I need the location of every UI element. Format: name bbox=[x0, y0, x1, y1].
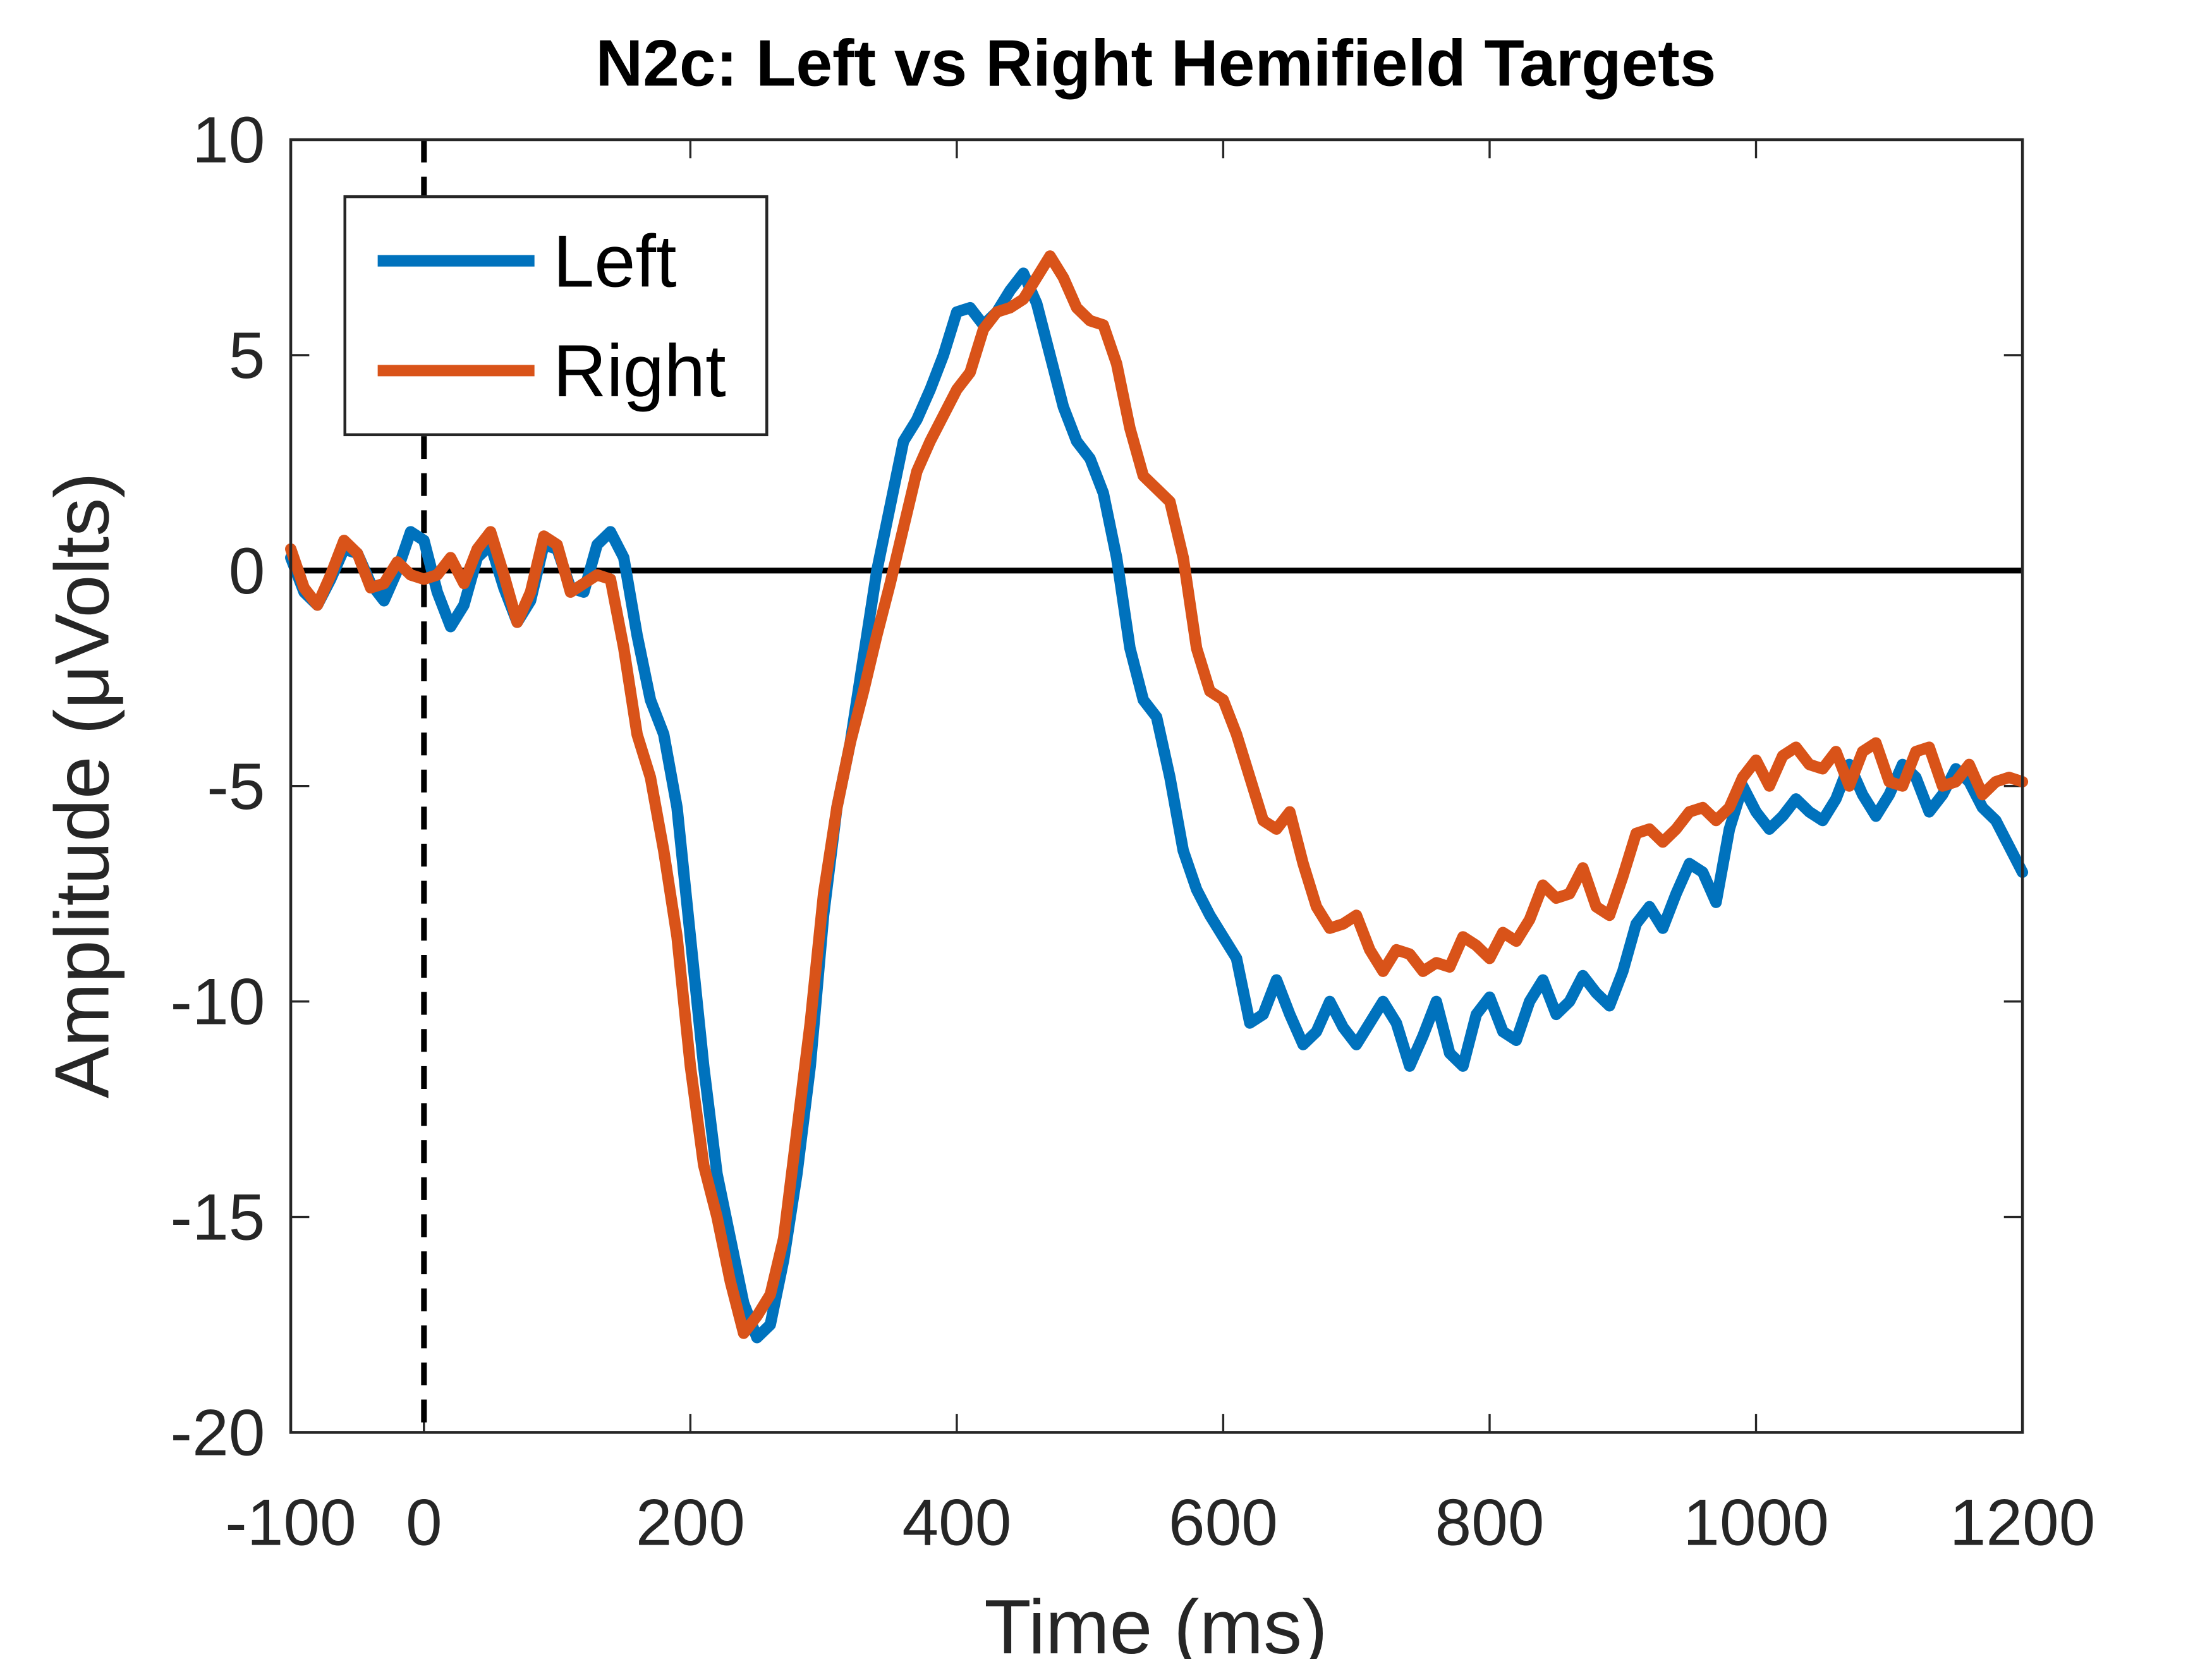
y-tick-label: 5 bbox=[229, 319, 265, 392]
legend-label: Left bbox=[553, 219, 677, 302]
x-tick-label: 0 bbox=[406, 1486, 442, 1559]
y-tick-label: 10 bbox=[192, 103, 265, 176]
legend-label: Right bbox=[553, 329, 726, 412]
x-tick-label: -100 bbox=[225, 1486, 356, 1559]
x-tick-label: 400 bbox=[902, 1486, 1011, 1559]
legend-box bbox=[343, 195, 769, 437]
series-line bbox=[285, 250, 2029, 1339]
y-tick-label: -10 bbox=[171, 965, 265, 1038]
x-tick-label: 1200 bbox=[1950, 1486, 2096, 1559]
y-tick-label: -15 bbox=[171, 1181, 265, 1254]
x-axis-label: Time (ms) bbox=[984, 1584, 1327, 1659]
x-tick-label: 800 bbox=[1435, 1486, 1544, 1559]
y-tick-label: 0 bbox=[229, 534, 265, 607]
chart-title: N2c: Left vs Right Hemifield Targets bbox=[595, 26, 1716, 99]
y-tick-label: -20 bbox=[171, 1396, 265, 1469]
x-tick-label: 1000 bbox=[1683, 1486, 1829, 1559]
x-tick-label: 600 bbox=[1169, 1486, 1278, 1559]
x-tick-label: 200 bbox=[636, 1486, 745, 1559]
legend: Left Right bbox=[343, 195, 769, 437]
axes-frame bbox=[289, 138, 2024, 1434]
y-tick-label: -5 bbox=[207, 750, 265, 823]
y-axis-label: Amplitude (μVolts) bbox=[39, 472, 125, 1098]
